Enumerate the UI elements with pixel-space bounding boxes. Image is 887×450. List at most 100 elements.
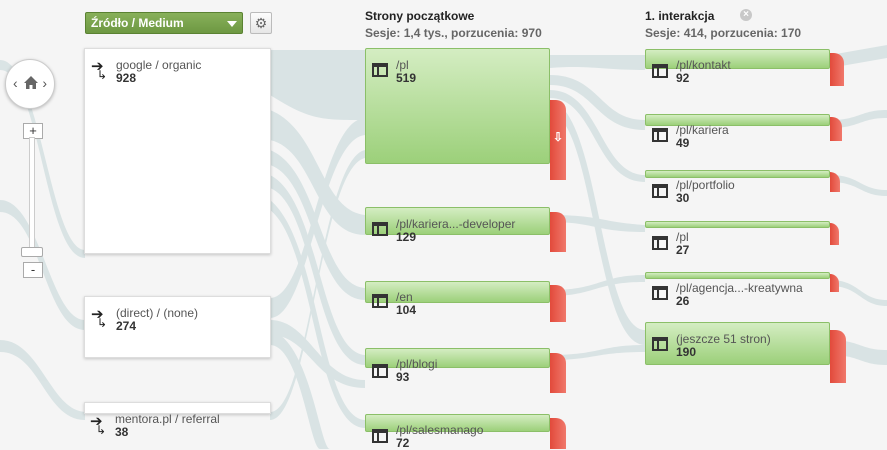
interaction-node-kontakt[interactable] xyxy=(645,49,830,69)
node-name: /pl/kariera xyxy=(676,123,729,137)
node-name: /pl/kariera...-developer xyxy=(396,217,516,231)
node-label: /en 104 xyxy=(396,291,416,317)
source-node-direct[interactable]: ➔ ↳ (direct) / (none) 274 xyxy=(84,296,271,358)
source-value: 38 xyxy=(115,425,129,439)
landing-node-en[interactable] xyxy=(365,281,550,303)
pan-control[interactable]: ‹ › xyxy=(5,59,55,109)
node-name: /en xyxy=(396,290,413,304)
node-label: /pl/portfolio 30 xyxy=(676,179,735,205)
source-node-mentora[interactable] xyxy=(84,402,271,414)
node-name: /pl/kontakt xyxy=(676,58,731,72)
node-label: /pl 27 xyxy=(676,231,689,257)
node-name: /pl xyxy=(396,58,409,72)
node-label: /pl/agencja...-kreatywna 26 xyxy=(676,282,803,308)
page-icon xyxy=(652,64,668,78)
entry-arrow-icon: ↳ xyxy=(97,68,108,82)
dropoff-arrow-icon: ⇩ xyxy=(553,130,564,144)
dropoff-bar[interactable] xyxy=(830,172,840,192)
dimension-dropdown[interactable]: Źródło / Medium xyxy=(85,12,243,34)
entry-arrow-icon: ➔ xyxy=(91,306,104,323)
node-name: /pl xyxy=(676,230,689,244)
column-header-landing: Strony początkowe Sesje: 1,4 tys., porzu… xyxy=(365,9,542,40)
page-icon xyxy=(372,222,388,236)
node-name: /pl/blogi xyxy=(396,357,438,371)
pan-right-icon[interactable]: › xyxy=(42,75,47,91)
dropoff-bar[interactable] xyxy=(550,418,566,449)
node-name: /pl/portfolio xyxy=(676,178,735,192)
zoom-slider-handle[interactable] xyxy=(21,247,43,257)
node-label: (jeszcze 51 stron) 190 xyxy=(676,333,771,359)
page-icon xyxy=(372,63,388,77)
dropoff-bar[interactable] xyxy=(550,353,566,393)
node-name: /pl/salesmanago xyxy=(396,423,484,437)
dimension-dropdown-label: Źródło / Medium xyxy=(91,16,184,30)
landing-node-salesmanago[interactable] xyxy=(365,414,550,432)
page-icon xyxy=(372,429,388,443)
chevron-down-icon xyxy=(227,21,237,27)
close-icon[interactable]: × xyxy=(740,9,752,21)
landing-node-kariera-developer[interactable] xyxy=(365,207,550,235)
node-label: /pl/kariera 49 xyxy=(676,124,729,150)
source-label: google / organic 928 xyxy=(116,59,201,85)
node-value: 72 xyxy=(396,436,410,450)
node-label: /pl 519 xyxy=(396,59,416,85)
pan-left-icon[interactable]: ‹ xyxy=(13,75,18,91)
node-label: /pl/blogi 93 xyxy=(396,358,437,384)
dropoff-bar[interactable] xyxy=(830,274,839,292)
node-label: /pl/kariera...-developer 129 xyxy=(396,218,515,244)
page-icon xyxy=(652,286,668,300)
page-icon xyxy=(652,337,668,351)
node-label: /pl/salesmanago 72 xyxy=(396,424,483,450)
source-name: (direct) / (none) xyxy=(116,306,199,320)
node-name: /pl/agencja...-kreatywna xyxy=(676,281,803,295)
home-icon[interactable] xyxy=(23,75,39,91)
column-header-interaction: 1. interakcja Sesje: 414, porzucenia: 17… xyxy=(645,9,801,40)
source-value: 928 xyxy=(116,71,137,85)
page-icon xyxy=(652,236,668,250)
dropoff-bar[interactable] xyxy=(830,223,839,245)
column-title: Strony początkowe xyxy=(365,9,475,23)
gear-icon: ⚙ xyxy=(254,15,268,31)
page-icon xyxy=(652,184,668,198)
node-value: 519 xyxy=(396,71,417,85)
page-icon xyxy=(372,364,388,378)
page-icon xyxy=(652,128,668,142)
source-node-google-organic[interactable]: ➔ ↳ google / organic 928 xyxy=(84,48,271,254)
node-value: 26 xyxy=(676,294,690,308)
interaction-node-agencja[interactable] xyxy=(645,272,830,279)
dropoff-bar[interactable] xyxy=(830,117,842,141)
dropoff-bar[interactable] xyxy=(830,53,844,86)
landing-node-pl[interactable] xyxy=(365,48,550,164)
interaction-node-more-pages[interactable] xyxy=(645,322,830,365)
column-stats: Sesje: 1,4 tys., porzucenia: 970 xyxy=(365,26,542,40)
source-label: mentora.pl / referral 38 xyxy=(115,413,220,439)
interaction-node-portfolio[interactable] xyxy=(645,170,830,178)
node-name: (jeszcze 51 stron) xyxy=(676,332,771,346)
page-icon xyxy=(372,294,388,308)
interaction-node-kariera[interactable] xyxy=(645,114,830,126)
column-title: 1. interakcja xyxy=(645,9,715,23)
landing-node-blogi[interactable] xyxy=(365,348,550,368)
node-label: /pl/kontakt 92 xyxy=(676,59,731,85)
source-label: (direct) / (none) 274 xyxy=(116,307,198,333)
dropoff-bar[interactable] xyxy=(550,212,566,252)
dropoff-bar[interactable] xyxy=(550,285,566,322)
dropoff-bar[interactable] xyxy=(830,330,846,383)
node-value: 129 xyxy=(396,230,417,244)
source-name: mentora.pl / referral xyxy=(115,412,220,426)
dropoff-bar[interactable]: ⇩ xyxy=(550,100,566,180)
node-value: 92 xyxy=(676,71,690,85)
interaction-node-pl[interactable] xyxy=(645,221,830,228)
node-value: 30 xyxy=(676,191,690,205)
node-value: 49 xyxy=(676,136,690,150)
node-value: 190 xyxy=(676,345,697,359)
node-value: 27 xyxy=(676,243,690,257)
entry-arrow-icon: ↳ xyxy=(97,316,108,330)
settings-button[interactable]: ⚙ xyxy=(250,12,272,34)
column-stats: Sesje: 414, porzucenia: 170 xyxy=(645,26,802,40)
zoom-out-button[interactable]: - xyxy=(23,262,43,278)
entry-arrow-icon: ↳ xyxy=(96,423,107,437)
zoom-slider-track[interactable] xyxy=(29,137,35,257)
entry-arrow-icon: ➔ xyxy=(91,58,104,75)
